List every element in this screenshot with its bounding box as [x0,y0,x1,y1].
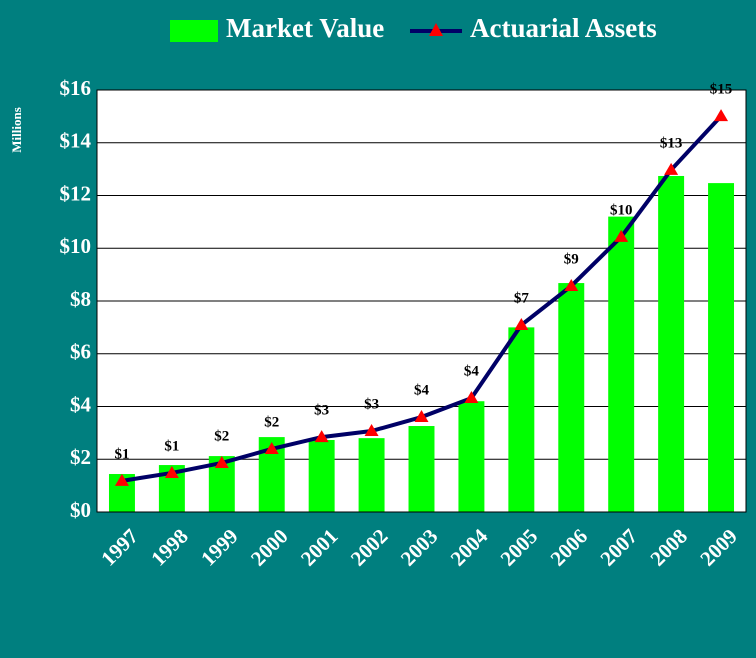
bar [458,401,485,512]
bar [708,183,735,512]
marker [314,430,329,443]
marker [664,162,679,175]
marker [564,278,579,291]
marker [714,109,729,122]
data-label: $2 [214,428,229,444]
marker [164,465,179,478]
bar [608,216,635,512]
y-tick-label: $6 [70,340,91,364]
y-tick-label: $0 [70,498,91,522]
data-label: $3 [364,396,379,412]
y-tick-label: $12 [60,181,92,205]
data-label: $1 [164,438,179,454]
y-tick-label: $16 [60,76,92,100]
bar [308,439,335,512]
marker [264,441,279,454]
legend: Market Value Actuarial Assets [170,13,657,43]
data-label: $2 [264,414,279,430]
data-label: $10 [610,202,633,218]
bar [408,426,435,512]
legend-label: Actuarial Assets [470,13,657,43]
legend-swatch [170,20,218,42]
y-tick-label: $4 [70,392,92,416]
data-label: $1 [114,446,129,462]
marker [114,473,129,486]
legend-label: Market Value [226,13,384,43]
y-tick-label: $10 [60,234,92,258]
data-label: $4 [414,382,430,398]
y-axis-label: Millions [9,107,24,153]
plot-area [96,89,747,513]
bar [658,175,685,513]
y-tick-label: $2 [70,445,91,469]
bar [558,283,585,512]
bar [508,327,535,512]
bar [358,438,385,512]
data-label: $4 [464,363,480,379]
marker [214,455,229,468]
y-tick-label: $14 [60,129,92,153]
data-label: $7 [514,290,530,306]
marker [414,410,429,423]
marker [364,424,379,437]
marker [464,391,479,404]
legend-marker [429,23,443,36]
data-label: $9 [564,251,579,267]
y-tick-label: $8 [70,287,91,311]
marker [514,318,529,331]
marker [614,229,629,242]
data-label: $13 [660,135,683,151]
data-label: $3 [314,403,329,419]
